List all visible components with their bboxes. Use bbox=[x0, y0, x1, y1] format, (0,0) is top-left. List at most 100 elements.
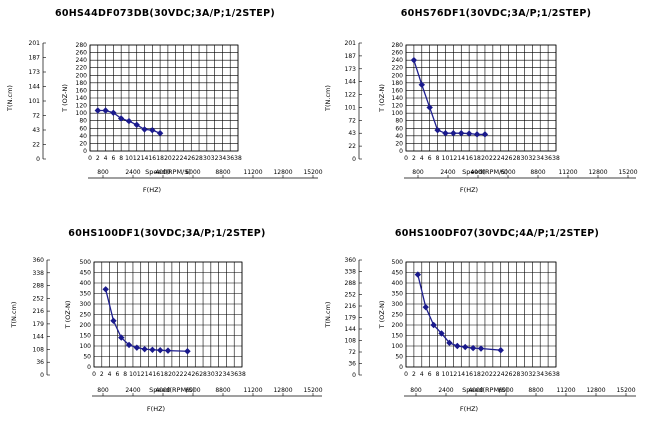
x-axis-label: Speed(RPM/S) bbox=[462, 168, 508, 176]
y-tick-label: 100 bbox=[392, 343, 404, 350]
y-tick-label: 400 bbox=[392, 280, 404, 287]
x-tick-label: 20 bbox=[164, 155, 172, 162]
data-point bbox=[102, 107, 109, 114]
secondary-x-tick-label: 12800 bbox=[273, 169, 292, 176]
data-point bbox=[430, 321, 437, 329]
y-tick-label: 450 bbox=[80, 270, 92, 277]
secondary-x-axis-label: F(HZ) bbox=[143, 186, 161, 194]
secondary-y-tick-label: 36 bbox=[348, 361, 356, 368]
x-tick-label: 20 bbox=[168, 371, 176, 378]
data-point bbox=[465, 130, 473, 137]
secondary-y-tick-label: 216 bbox=[33, 308, 45, 315]
secondary-y-tick-label: 360 bbox=[345, 257, 357, 264]
y-tick-label: 60 bbox=[395, 125, 403, 132]
secondary-y-tick-label: 173 bbox=[345, 66, 357, 73]
data-point bbox=[438, 330, 445, 337]
chart-title: 60HS44DF073DB(30VDC;3A/P;1/2STEP) bbox=[55, 8, 275, 19]
x-tick-label: 26 bbox=[505, 371, 513, 378]
x-tick-label: 8 bbox=[436, 371, 440, 378]
secondary-x-axis-label: F(HZ) bbox=[147, 405, 165, 413]
secondary-x-tick-label: 15200 bbox=[303, 169, 322, 176]
plot-frame bbox=[405, 44, 557, 152]
data-point bbox=[149, 126, 156, 134]
chart-panel-3: 60HS100DF1(30VDC;3A/P;1/2STEP)0501001502… bbox=[10, 228, 323, 413]
x-tick-label: 4 bbox=[108, 371, 112, 378]
x-tick-label: 32 bbox=[528, 155, 536, 162]
y-tick-label: 220 bbox=[76, 65, 88, 72]
secondary-y-tick-label: 43 bbox=[32, 127, 40, 134]
x-tick-label: 2 bbox=[412, 371, 416, 378]
y-tick-label: 300 bbox=[392, 301, 404, 308]
y-tick-label: 150 bbox=[80, 333, 92, 340]
data-point bbox=[469, 344, 477, 352]
x-tick-label: 34 bbox=[536, 155, 544, 162]
secondary-y-tick-label: 216 bbox=[345, 303, 357, 310]
secondary-y-tick-label: 144 bbox=[345, 326, 357, 333]
x-tick-label: 36 bbox=[226, 155, 234, 162]
secondary-y-tick-label: 144 bbox=[345, 79, 357, 86]
secondary-y-tick-label: 101 bbox=[29, 98, 41, 105]
data-point bbox=[426, 104, 433, 111]
secondary-x-tick-label: 4000 bbox=[468, 387, 483, 394]
secondary-x-tick-label: 2400 bbox=[440, 169, 455, 176]
secondary-y-tick-label: 72 bbox=[32, 113, 40, 120]
secondary-y-tick-label: 36 bbox=[36, 359, 44, 366]
x-tick-label: 32 bbox=[215, 371, 223, 378]
x-tick-label: 2 bbox=[100, 371, 104, 378]
x-tick-label: 8 bbox=[436, 155, 440, 162]
x-tick-label: 22 bbox=[489, 371, 497, 378]
y-tick-label: 120 bbox=[392, 103, 404, 110]
y-tick-label: 200 bbox=[80, 322, 92, 329]
y-tick-label: 60 bbox=[79, 125, 87, 132]
data-point bbox=[156, 130, 164, 137]
y-tick-label: 220 bbox=[392, 65, 404, 72]
x-tick-label: 36 bbox=[544, 155, 552, 162]
x-tick-label: 30 bbox=[207, 371, 215, 378]
y-tick-label: 250 bbox=[392, 312, 404, 319]
secondary-y-tick-label: 201 bbox=[345, 40, 357, 47]
secondary-x-tick-label: 800 bbox=[410, 387, 422, 394]
secondary-x-axis-label: F(HZ) bbox=[460, 405, 478, 413]
secondary-y-tick-label: 252 bbox=[33, 295, 45, 302]
y-tick-label: 450 bbox=[392, 270, 404, 277]
y-axis-label: T (OZ-N) bbox=[61, 84, 69, 113]
secondary-x-tick-label: 11200 bbox=[556, 387, 575, 394]
x-tick-label: 4 bbox=[104, 155, 108, 162]
chart-title: 60HS100DF07(30VDC;4A/P;1/2STEP) bbox=[395, 228, 599, 239]
y-tick-label: 350 bbox=[392, 291, 404, 298]
x-tick-label: 10 bbox=[442, 155, 450, 162]
data-point bbox=[117, 115, 125, 122]
y-tick-label: 0 bbox=[83, 148, 87, 155]
x-tick-label: 30 bbox=[203, 155, 211, 162]
x-tick-label: 28 bbox=[513, 155, 521, 162]
y-tick-label: 300 bbox=[80, 301, 92, 308]
chart-panel-1: 60HS44DF073DB(30VDC;3A/P;1/2STEP)0204060… bbox=[6, 8, 323, 194]
secondary-x-tick-label: 8800 bbox=[215, 387, 230, 394]
data-point bbox=[133, 121, 140, 129]
x-tick-label: 22 bbox=[176, 371, 184, 378]
x-tick-label: 14 bbox=[457, 371, 465, 378]
y-tick-label: 350 bbox=[80, 291, 92, 298]
data-point bbox=[442, 130, 449, 137]
x-tick-label: 24 bbox=[497, 155, 505, 162]
x-tick-label: 0 bbox=[404, 155, 408, 162]
secondary-y-tick-label: 288 bbox=[33, 283, 45, 290]
x-tick-label: 4 bbox=[420, 155, 424, 162]
x-tick-label: 12 bbox=[133, 155, 141, 162]
series-line bbox=[417, 274, 501, 351]
x-tick-label: 34 bbox=[223, 371, 231, 378]
x-tick-label: 18 bbox=[473, 371, 481, 378]
x-tick-label: 38 bbox=[552, 371, 560, 378]
y-tick-label: 400 bbox=[80, 280, 92, 287]
x-tick-label: 26 bbox=[505, 155, 513, 162]
secondary-y-tick-label: 101 bbox=[345, 104, 357, 111]
x-tick-label: 34 bbox=[536, 371, 544, 378]
secondary-x-tick-label: 15200 bbox=[303, 387, 322, 394]
y-tick-label: 160 bbox=[392, 87, 404, 94]
x-tick-label: 16 bbox=[465, 371, 473, 378]
y-tick-label: 260 bbox=[392, 50, 404, 57]
x-tick-label: 10 bbox=[125, 155, 133, 162]
y-tick-label: 80 bbox=[79, 118, 87, 125]
data-point bbox=[141, 345, 148, 353]
secondary-y-tick-label: 338 bbox=[345, 269, 357, 276]
